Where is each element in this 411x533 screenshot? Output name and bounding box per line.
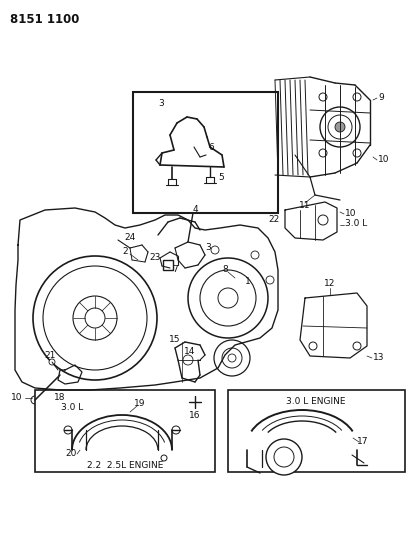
Circle shape xyxy=(353,93,361,101)
Circle shape xyxy=(214,340,250,376)
Circle shape xyxy=(172,426,180,434)
Text: 7: 7 xyxy=(172,265,178,274)
Circle shape xyxy=(251,251,259,259)
Text: 11: 11 xyxy=(299,200,311,209)
Text: 10: 10 xyxy=(345,209,356,219)
Circle shape xyxy=(211,246,219,254)
Circle shape xyxy=(33,256,157,380)
Circle shape xyxy=(222,348,242,368)
Circle shape xyxy=(274,447,294,467)
Circle shape xyxy=(73,296,117,340)
Circle shape xyxy=(49,359,55,365)
Circle shape xyxy=(320,107,360,147)
Text: 3.0 L: 3.0 L xyxy=(345,220,367,229)
Text: 8151 1100: 8151 1100 xyxy=(10,13,79,26)
Text: 2: 2 xyxy=(122,247,128,256)
Text: 10: 10 xyxy=(378,156,390,165)
Circle shape xyxy=(266,276,274,284)
Circle shape xyxy=(193,400,197,404)
Text: 21: 21 xyxy=(44,351,55,359)
Circle shape xyxy=(85,308,105,328)
Text: 18: 18 xyxy=(54,393,66,402)
Circle shape xyxy=(218,288,238,308)
Circle shape xyxy=(43,266,147,370)
Circle shape xyxy=(319,93,327,101)
Circle shape xyxy=(31,396,39,404)
Circle shape xyxy=(188,258,268,338)
Bar xyxy=(163,260,173,270)
Circle shape xyxy=(183,355,193,365)
Circle shape xyxy=(353,149,361,157)
Circle shape xyxy=(335,122,345,132)
Text: 19: 19 xyxy=(134,400,146,408)
Text: 6: 6 xyxy=(208,142,214,151)
Text: 2.2  2.5L ENGINE: 2.2 2.5L ENGINE xyxy=(87,461,163,470)
Text: 4: 4 xyxy=(192,206,198,214)
Circle shape xyxy=(266,439,302,475)
Text: 9: 9 xyxy=(378,93,384,101)
Text: 20: 20 xyxy=(65,449,76,458)
Text: 12: 12 xyxy=(324,279,336,288)
Circle shape xyxy=(200,270,256,326)
Text: 5: 5 xyxy=(218,173,224,182)
Text: 1: 1 xyxy=(245,278,251,287)
Text: 15: 15 xyxy=(169,335,181,344)
Text: 3: 3 xyxy=(205,244,211,253)
Text: 17: 17 xyxy=(357,438,369,447)
Circle shape xyxy=(318,215,328,225)
Text: 14: 14 xyxy=(184,348,196,357)
Text: 23: 23 xyxy=(149,254,161,262)
Circle shape xyxy=(319,149,327,157)
Text: 16: 16 xyxy=(189,411,201,421)
Circle shape xyxy=(328,115,352,139)
Text: 22: 22 xyxy=(269,215,280,224)
Text: 3.0 L: 3.0 L xyxy=(61,403,83,413)
Circle shape xyxy=(353,342,361,350)
Bar xyxy=(133,92,278,213)
Text: 8: 8 xyxy=(222,265,228,274)
Circle shape xyxy=(228,354,236,362)
Circle shape xyxy=(309,342,317,350)
Bar xyxy=(35,390,215,472)
Text: 24: 24 xyxy=(125,233,136,243)
Circle shape xyxy=(161,455,167,461)
Text: 3: 3 xyxy=(158,100,164,109)
Text: 10: 10 xyxy=(11,393,22,402)
Text: 3.0 L ENGINE: 3.0 L ENGINE xyxy=(286,398,346,407)
Circle shape xyxy=(64,426,72,434)
Text: 13: 13 xyxy=(373,353,385,362)
Circle shape xyxy=(190,397,200,407)
Bar xyxy=(228,390,405,472)
